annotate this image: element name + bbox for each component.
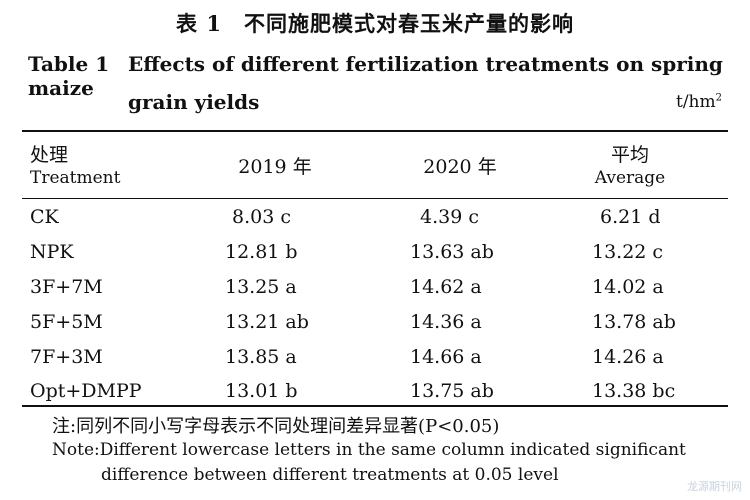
table-row: 5F+5M 13.21 ab 14.36 a 13.78 ab — [0, 305, 750, 339]
cell-2020: 14.66 a — [410, 346, 482, 368]
header-rule — [22, 198, 728, 199]
unit-exponent: 2 — [715, 92, 722, 104]
watermark-logo: 龙源期刊网 — [687, 480, 742, 493]
cell-2020: 14.36 a — [410, 311, 482, 333]
table-row: CK 8.03 c 4.39 c 6.21 d — [0, 200, 750, 234]
header-year-2019: 2019 年 — [238, 156, 312, 178]
note-cn: 注:同列不同小写字母表示不同处理间差异显著(P<0.05) — [52, 416, 500, 437]
cell-2020: 13.75 ab — [410, 380, 494, 402]
unit-base: t/hm — [675, 92, 716, 112]
table-title-cn-text: 不同施肥模式对春玉米产量的影响 — [243, 11, 574, 36]
table-number-en: Table 1 — [28, 52, 110, 76]
table-row: 3F+7M 13.25 a 14.62 a 14.02 a — [0, 270, 750, 304]
cell-2019: 13.01 b — [225, 380, 298, 402]
table-title-cn: 表 1 不同施肥模式对春玉米产量的影响 — [0, 8, 750, 38]
cell-2019: 13.85 a — [225, 346, 297, 368]
cell-2020: 14.62 a — [410, 276, 482, 298]
unit-label: t/hm2 — [676, 92, 722, 112]
cell-2019: 13.25 a — [225, 276, 297, 298]
cell-2019: 12.81 b — [225, 241, 298, 263]
cell-2019: 13.21 ab — [225, 311, 309, 333]
cell-2020: 4.39 c — [420, 206, 479, 228]
table-title-en-line2: grain yields — [128, 90, 260, 114]
table-row: Opt+DMPP 13.01 b 13.75 ab 13.38 bc — [0, 374, 750, 408]
header-treatment-cn: 处理 — [30, 144, 69, 166]
cell-average: 14.02 a — [592, 276, 664, 298]
note-en-line2: difference between different treatments … — [101, 465, 559, 485]
table-title-en-line1: Effects of different fertilization treat… — [28, 52, 723, 100]
cell-treatment: 3F+7M — [30, 276, 103, 298]
cell-average: 6.21 d — [600, 206, 661, 228]
cell-treatment: NPK — [30, 241, 74, 263]
header-average-cn: 平均 — [610, 144, 649, 166]
cell-average: 13.22 c — [592, 241, 664, 263]
header-average-en: Average — [594, 168, 666, 188]
cell-2019: 8.03 c — [232, 206, 291, 228]
header-treatment-en: Treatment — [30, 168, 121, 188]
cell-average: 13.38 bc — [592, 380, 676, 402]
cell-treatment: CK — [30, 206, 59, 228]
bottom-rule — [22, 405, 728, 407]
table-title-en: Table 1 Effects of different fertilizatio… — [28, 52, 750, 100]
cell-treatment: Opt+DMPP — [30, 380, 142, 402]
cell-average: 13.78 ab — [592, 311, 676, 333]
top-rule — [22, 130, 728, 132]
cell-average: 14.26 a — [592, 346, 664, 368]
cell-2020: 13.63 ab — [410, 241, 494, 263]
table-number-cn: 表 1 — [176, 11, 222, 36]
note-en-line1: Note:Different lowercase letters in the … — [52, 440, 686, 460]
table-row: 7F+3M 13.85 a 14.66 a 14.26 a — [0, 340, 750, 374]
table-row: NPK 12.81 b 13.63 ab 13.22 c — [0, 235, 750, 269]
cell-treatment: 7F+3M — [30, 346, 103, 368]
cell-treatment: 5F+5M — [30, 311, 103, 333]
header-year-2020: 2020 年 — [423, 156, 497, 178]
